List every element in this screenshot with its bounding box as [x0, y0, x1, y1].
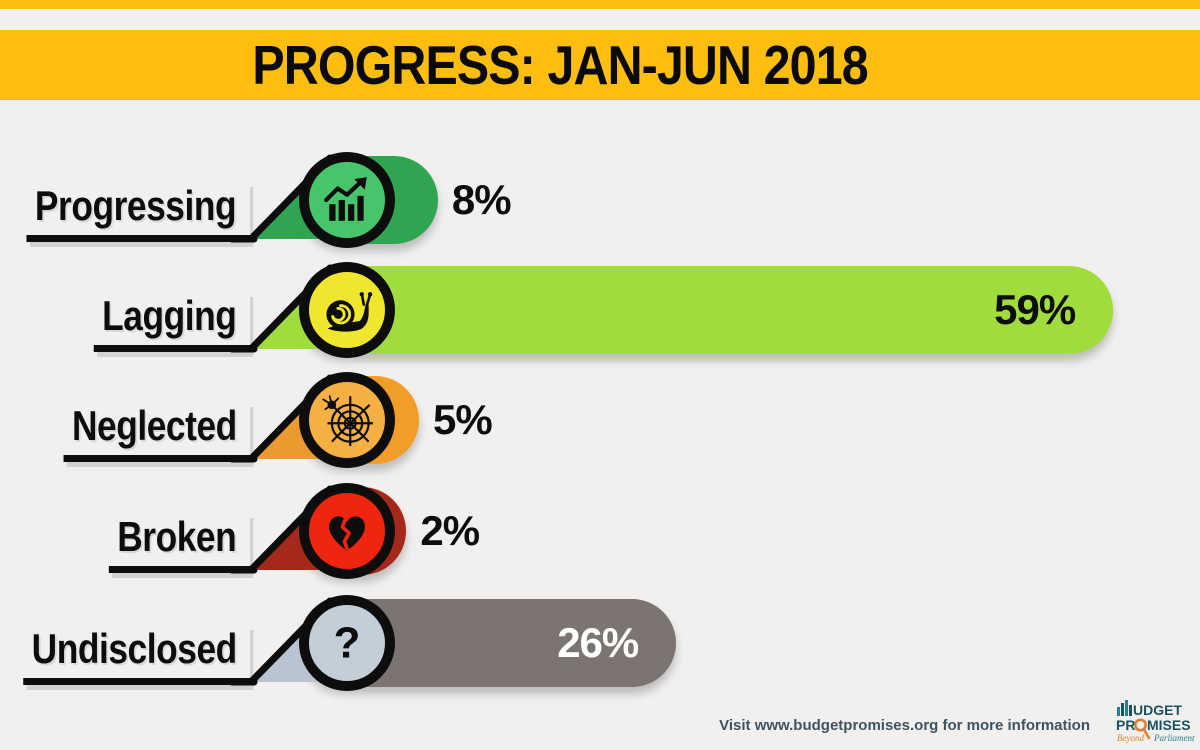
value-label: 8%: [451, 176, 512, 223]
building-bars-icon: [1117, 700, 1132, 716]
trending-up-chart-icon: [324, 177, 367, 221]
logo-line2-pre: PR: [1116, 717, 1135, 733]
chart-row-lagging: Lagging 59%: [0, 255, 1200, 365]
value-label: 5%: [433, 396, 493, 443]
logo-tagline-left: Beyond: [1117, 733, 1144, 743]
budget-promises-logo: UDGET PR MISES Beyond Parliament: [1116, 700, 1195, 743]
chart-row-broken: Broken 2%: [0, 476, 1200, 586]
category-label-underline: Neglected: [63, 402, 250, 462]
category-label-underline: Progressing: [26, 182, 250, 242]
category-label: Undisclosed: [31, 625, 237, 672]
svg-text:?: ?: [334, 619, 361, 668]
logo-line1: UDGET: [1133, 702, 1182, 718]
value-label: 59%: [994, 286, 1076, 333]
category-icon-badge: ?: [299, 595, 395, 691]
spider-web-icon: [322, 395, 373, 446]
category-icon-badge: [299, 483, 395, 579]
category-label: Neglected: [71, 402, 237, 449]
chart-row-neglected: Neglected: [0, 365, 1200, 475]
category-icon-badge: [299, 372, 395, 468]
logo-tagline-right: Parliament: [1153, 733, 1195, 743]
question-mark-icon: ?: [334, 619, 361, 668]
category-label-underline: Undisclosed: [23, 625, 250, 685]
category-label: Progressing: [35, 182, 237, 229]
logo-line2-post: MISES: [1147, 717, 1191, 733]
category-label-underline: Lagging: [93, 292, 250, 352]
value-label: 26%: [557, 619, 639, 666]
title-band: PROGRESS: JAN-JUN 2018: [0, 30, 1200, 100]
chart-row-undisclosed: Undisclosed ? 26%: [0, 588, 1200, 698]
top-accent-strip: [0, 0, 1200, 9]
category-label: Broken: [117, 513, 237, 560]
snail-icon: [326, 292, 373, 332]
broken-heart-icon: [329, 516, 365, 551]
category-icon-badge: [299, 262, 395, 358]
category-label-underline: Broken: [109, 513, 250, 573]
magnifier-icon: [1133, 718, 1147, 732]
footer-note: Visit www.budgetpromises.org for more in…: [719, 717, 1090, 734]
value-label: 2%: [420, 507, 480, 554]
bar-lagging: [300, 266, 1114, 354]
chart-row-progressing: Progressing 8%: [0, 145, 1200, 255]
page-title: PROGRESS: JAN-JUN 2018: [252, 34, 869, 96]
category-icon-badge: [299, 152, 395, 248]
category-label: Lagging: [102, 292, 237, 339]
